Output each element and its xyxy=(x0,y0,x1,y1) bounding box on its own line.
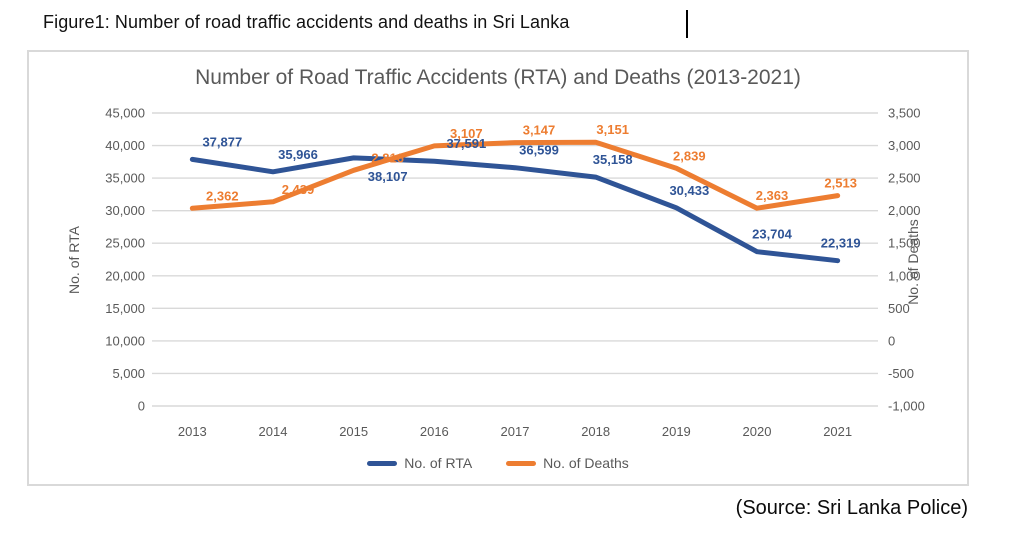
data-label: 2,816 xyxy=(371,150,404,165)
data-label: 3,107 xyxy=(450,126,483,141)
right-axis-tick-label: 2,000 xyxy=(888,203,921,218)
plot-area: 45,000 3,500 40,000 3,000 35,000 2,500 30,000 2… xyxy=(105,106,925,440)
left-axis-tick-label: 45,000 xyxy=(105,106,145,121)
chart-object[interactable]: Number of Road Traffic Accidents (RTA) a… xyxy=(27,50,969,486)
data-label: 30,433 xyxy=(669,183,709,198)
data-label: 38,107 xyxy=(368,169,408,184)
data-label: 2,439 xyxy=(282,182,315,197)
data-label: 2,839 xyxy=(673,148,706,163)
right-axis-tick-label: 1,500 xyxy=(888,236,921,251)
figure-caption: Figure1: Number of road traffic accident… xyxy=(43,12,570,32)
rta-series-marker-icon xyxy=(367,460,398,466)
chart-legend: No. of RTA No. of Deaths xyxy=(29,452,967,474)
right-axis-tick-label: 500 xyxy=(888,301,910,316)
series-line-1 xyxy=(189,139,841,211)
data-label: 37,591 xyxy=(446,136,486,151)
x-axis-tick-label: 2020 xyxy=(743,424,772,439)
x-axis-tick-label: 2016 xyxy=(420,424,449,439)
left-axis-tick-label: 40,000 xyxy=(105,138,145,153)
deaths-series-marker-icon xyxy=(506,460,537,466)
left-axis-tick-label: 25,000 xyxy=(105,236,145,251)
data-label: 36,599 xyxy=(519,143,559,158)
data-label: 35,966 xyxy=(278,147,318,162)
source-note: (Source: Sri Lanka Police) xyxy=(735,497,968,519)
legend-label-deaths: No. of Deaths xyxy=(543,455,629,471)
right-axis-tick-label: 2,500 xyxy=(888,171,921,186)
data-label: 3,147 xyxy=(523,123,556,138)
left-axis-tick-label: 10,000 xyxy=(105,333,145,348)
series-line-0 xyxy=(189,155,841,264)
legend-item-deaths: No. of Deaths xyxy=(506,455,629,471)
right-axis-tick-label: 1,000 xyxy=(888,268,921,283)
right-axis-tick-label: 3,000 xyxy=(888,138,921,153)
x-axis-tick-label: 2019 xyxy=(662,424,691,439)
x-axis-tick-label: 2021 xyxy=(823,424,852,439)
right-axis-tick-label: 3,500 xyxy=(888,106,921,121)
data-label: 2,513 xyxy=(824,176,857,191)
right-axis-tick-label: -500 xyxy=(888,366,914,381)
data-label: 35,158 xyxy=(593,152,633,167)
left-axis-tick-label: 30,000 xyxy=(105,203,145,218)
data-label: 3,151 xyxy=(596,122,629,137)
data-label: 23,704 xyxy=(752,227,793,242)
left-axis-title: No. of RTA xyxy=(66,226,82,294)
data-label: 22,319 xyxy=(821,236,861,251)
data-label: 2,363 xyxy=(756,188,789,203)
text-cursor xyxy=(686,10,688,38)
x-axis-tick-label: 2017 xyxy=(501,424,530,439)
data-label: 2,362 xyxy=(206,188,239,203)
x-axis-tick-label: 2015 xyxy=(339,424,368,439)
left-axis-tick-label: 15,000 xyxy=(105,301,145,316)
x-axis-tick-label: 2014 xyxy=(259,424,288,439)
right-axis-title: No. of Deaths xyxy=(905,219,921,305)
legend-item-rta: No. of RTA xyxy=(367,455,472,471)
x-axis-tick-label: 2013 xyxy=(178,424,207,439)
left-axis-tick-label: 5,000 xyxy=(112,366,145,381)
legend-label-rta: No. of RTA xyxy=(404,455,473,471)
left-axis-tick-label: 0 xyxy=(138,399,145,414)
data-label: 37,877 xyxy=(202,134,242,149)
left-axis-tick-label: 20,000 xyxy=(105,268,145,283)
left-axis-tick-label: 35,000 xyxy=(105,171,145,186)
right-axis-tick-label: 0 xyxy=(888,333,895,348)
right-axis-tick-label: -1,000 xyxy=(888,399,925,414)
x-axis-tick-label: 2018 xyxy=(581,424,610,439)
chart-title: Number of Road Traffic Accidents (RTA) a… xyxy=(195,66,801,89)
